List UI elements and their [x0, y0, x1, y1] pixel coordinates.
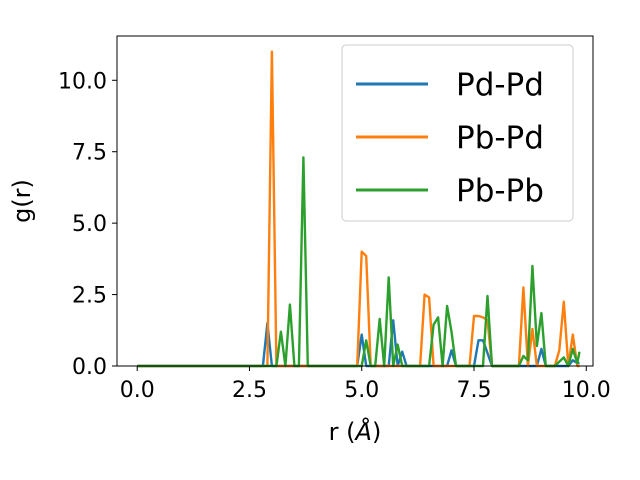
legend: Pd-Pd Pb-Pd Pb-Pb — [341, 44, 574, 222]
x-tick-label: 10.0 — [562, 378, 611, 403]
y-tick-label: 7.5 — [72, 141, 107, 166]
y-tick-label: 2.5 — [72, 284, 107, 309]
y-tick-label: 10.0 — [58, 69, 107, 94]
x-tick-label: 0.0 — [120, 378, 155, 403]
legend-label-pb-pd: Pb-Pd — [456, 120, 544, 156]
y-axis-ticks: 0.0 2.5 5.0 7.5 10.0 — [58, 69, 117, 380]
legend-box — [341, 44, 574, 222]
x-axis-label: r (Å) — [329, 417, 382, 446]
x-tick-label: 2.5 — [232, 378, 267, 403]
legend-label-pb-pb: Pb-Pb — [456, 173, 544, 209]
legend-label-pd-pd: Pd-Pd — [456, 67, 544, 103]
x-tick-label: 7.5 — [457, 378, 492, 403]
y-tick-label: 0.0 — [72, 355, 107, 380]
x-tick-label: 5.0 — [344, 378, 379, 403]
plot-frame — [116, 35, 594, 367]
y-axis-label: g(r) — [8, 179, 36, 223]
y-tick-label: 5.0 — [72, 212, 107, 237]
series-line-pb-pb — [137, 156, 581, 368]
x-axis-ticks: 0.0 2.5 5.0 7.5 10.0 — [120, 366, 611, 403]
